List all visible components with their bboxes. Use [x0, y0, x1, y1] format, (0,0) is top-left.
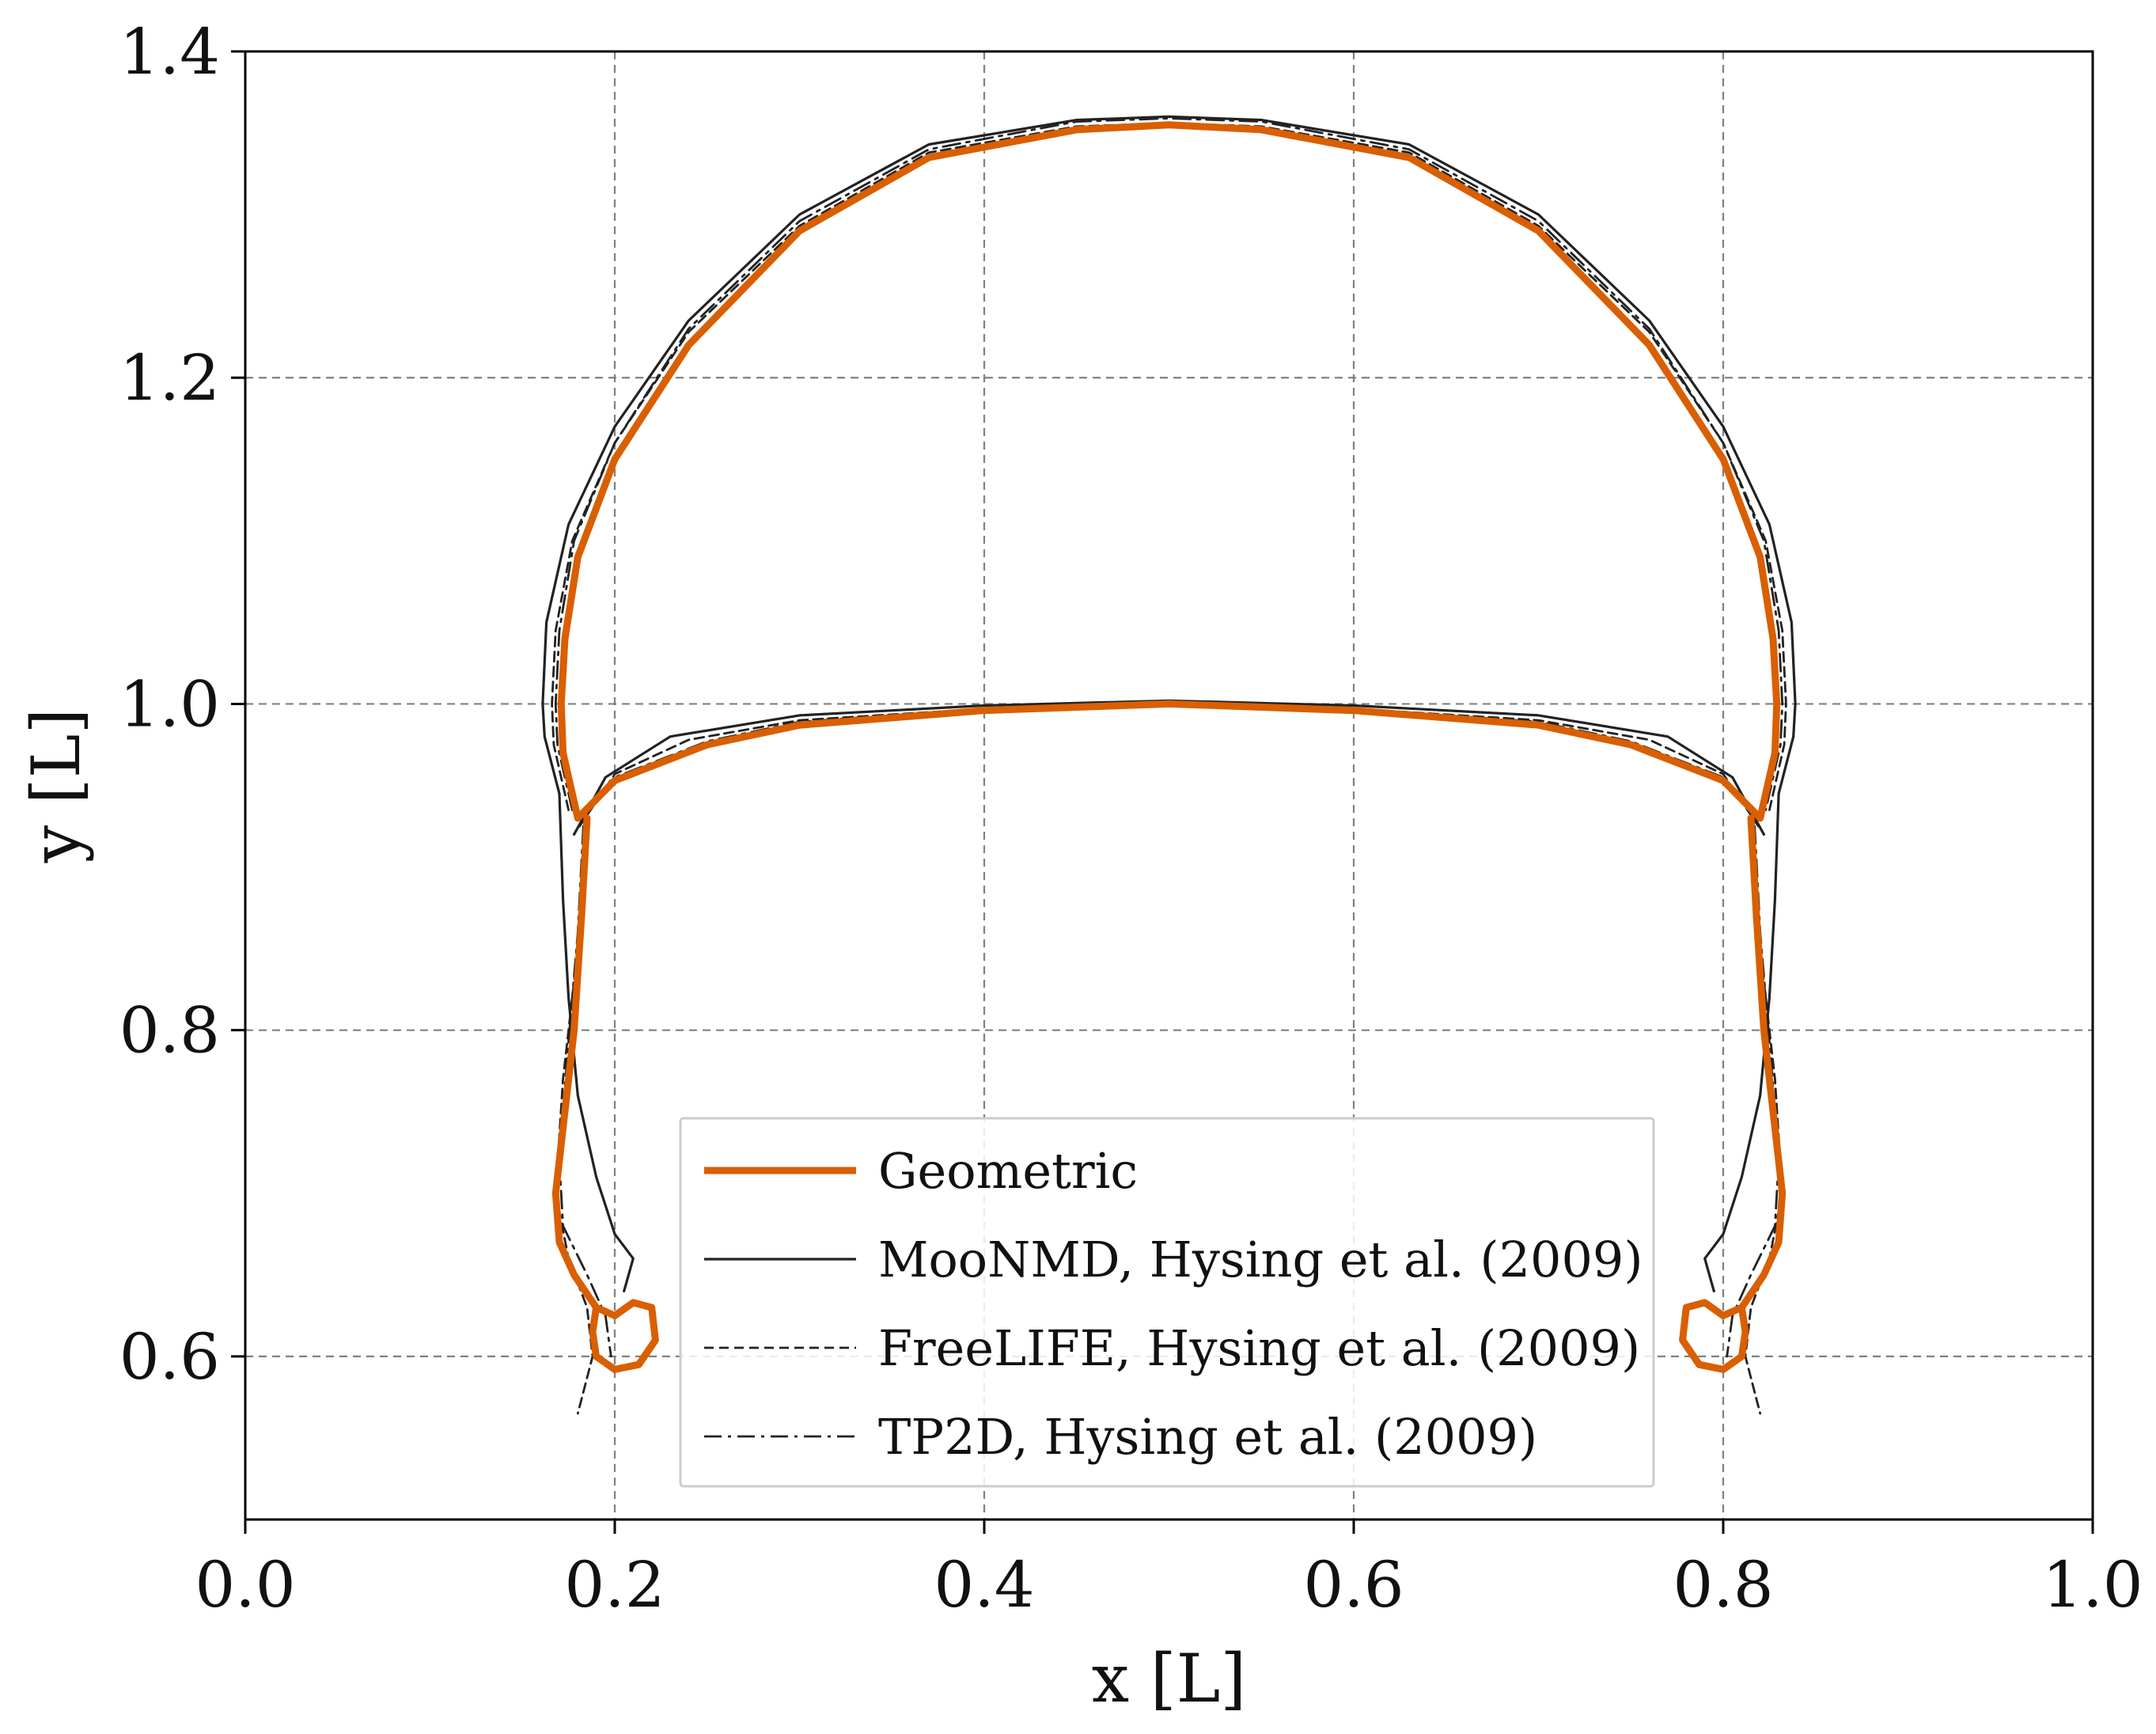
x-axis-ticks: 0.0 0.2 0.4 0.6 0.8 1.0	[195, 1520, 2143, 1622]
x-tick-label: 0.2	[564, 1548, 665, 1622]
series-0-outer-line	[557, 121, 1781, 822]
series-0-left-tail-line	[551, 814, 659, 1373]
legend-label: FreeLIFE, Hysing et al. (2009)	[878, 1319, 1640, 1377]
x-axis-label: x [L]	[1092, 1640, 1246, 1717]
x-tick-label: 1.0	[2042, 1548, 2143, 1622]
x-tick-label: 0.8	[1673, 1548, 1773, 1622]
y-tick-label: 1.4	[119, 15, 220, 89]
plot-curves	[541, 115, 1797, 1415]
x-tick-label: 0.0	[195, 1548, 295, 1622]
series-0-inner-line	[574, 700, 1764, 822]
series-0	[551, 121, 1787, 1373]
legend-label: Geometric	[878, 1142, 1138, 1200]
series-1-right-tail-line	[1703, 792, 1780, 1292]
x-tick-label: 0.4	[934, 1548, 1034, 1622]
series-3-outer-line	[554, 117, 1784, 811]
y-tick-label: 0.8	[119, 994, 220, 1068]
series-0-right-tail-line	[1679, 814, 1787, 1373]
y-axis-label: y [L]	[17, 708, 95, 863]
series-1-outer-line	[541, 115, 1797, 795]
legend-label: MooNMD, Hysing et al. (2009)	[878, 1231, 1643, 1288]
legend-box	[679, 1117, 1655, 1488]
legend: Geometric MooNMD, Hysing et al. (2009) Fre…	[679, 1117, 1655, 1488]
plot-frame	[244, 50, 2094, 1521]
series-1-left-tail-line	[558, 792, 635, 1292]
y-tick-label: 1.0	[119, 667, 220, 741]
y-axis-ticks: 0.6 0.8 1.0 1.2 1.4	[119, 15, 245, 1394]
x-tick-label: 0.6	[1303, 1548, 1404, 1622]
legend-label: TP2D, Hysing et al. (2009)	[878, 1408, 1537, 1466]
y-tick-label: 1.2	[119, 341, 220, 415]
y-tick-label: 0.6	[119, 1320, 220, 1394]
